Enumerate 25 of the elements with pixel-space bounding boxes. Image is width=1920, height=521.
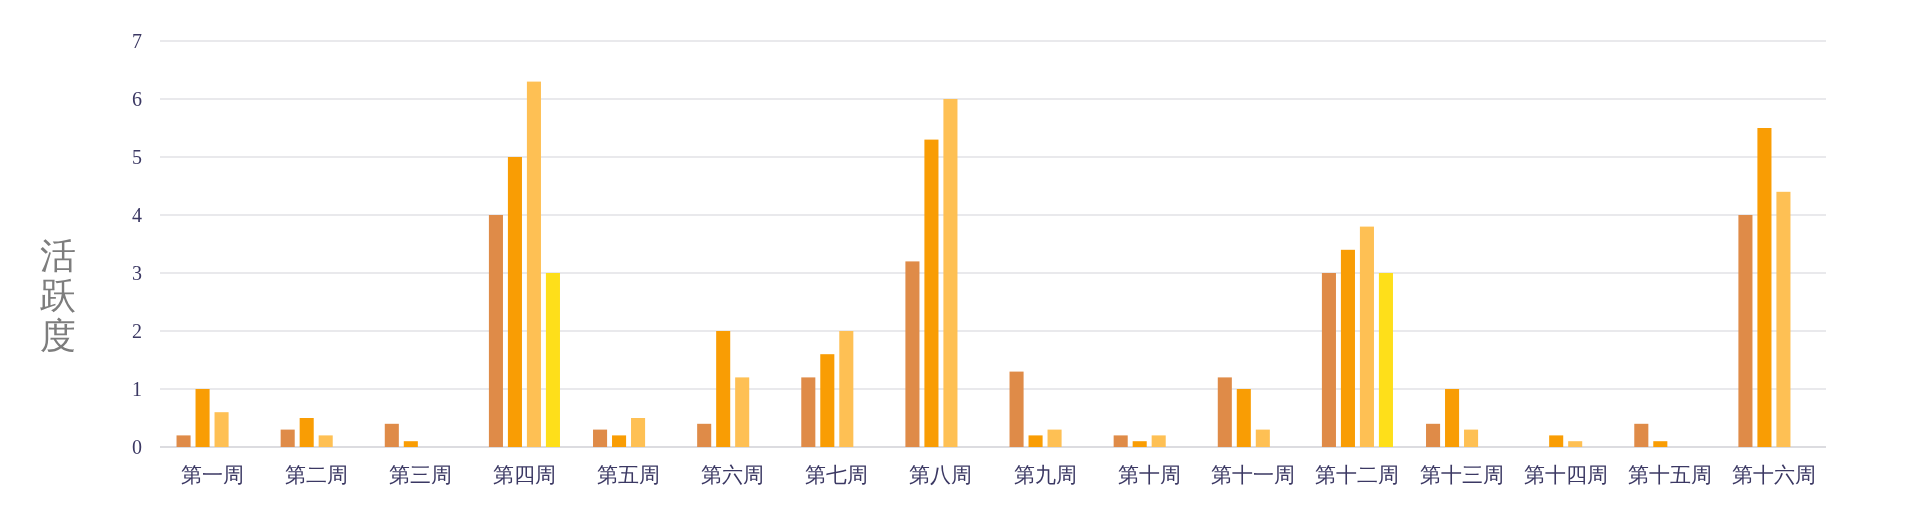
x-tick-label: 第十六周 (1731, 463, 1816, 487)
y-tick-label: 5 (132, 146, 142, 168)
y-tick-label: 1 (132, 378, 142, 400)
x-tick-label: 第十一周 (1211, 463, 1296, 487)
y-tick-label: 2 (132, 320, 142, 342)
x-tick-label: 第十周 (1117, 463, 1181, 487)
x-tick-label: 第八周 (909, 463, 973, 487)
y-tick-label: 6 (132, 88, 142, 110)
x-tick-label: 第十二周 (1315, 463, 1400, 487)
y-tick-label: 0 (132, 436, 142, 458)
x-tick-label: 第六周 (701, 463, 765, 487)
x-tick-label: 第一周 (180, 463, 244, 487)
x-tick-label: 第九周 (1013, 463, 1077, 487)
y-axis-title: 活跃度 (40, 234, 76, 356)
x-tick-label: 第七周 (805, 463, 869, 487)
x-tick-label: 第二周 (284, 463, 348, 487)
y-tick-label: 3 (132, 262, 142, 284)
x-tick-label: 第十五周 (1627, 463, 1712, 487)
x-tick-label: 第四周 (492, 463, 556, 487)
y-tick-label: 4 (132, 204, 142, 226)
x-tick-label: 第十四周 (1523, 463, 1608, 487)
x-tick-label: 第五周 (597, 463, 661, 487)
y-tick-label: 7 (132, 30, 142, 52)
x-tick-label: 第三周 (388, 463, 452, 487)
x-tick-label: 第十三周 (1419, 463, 1504, 487)
